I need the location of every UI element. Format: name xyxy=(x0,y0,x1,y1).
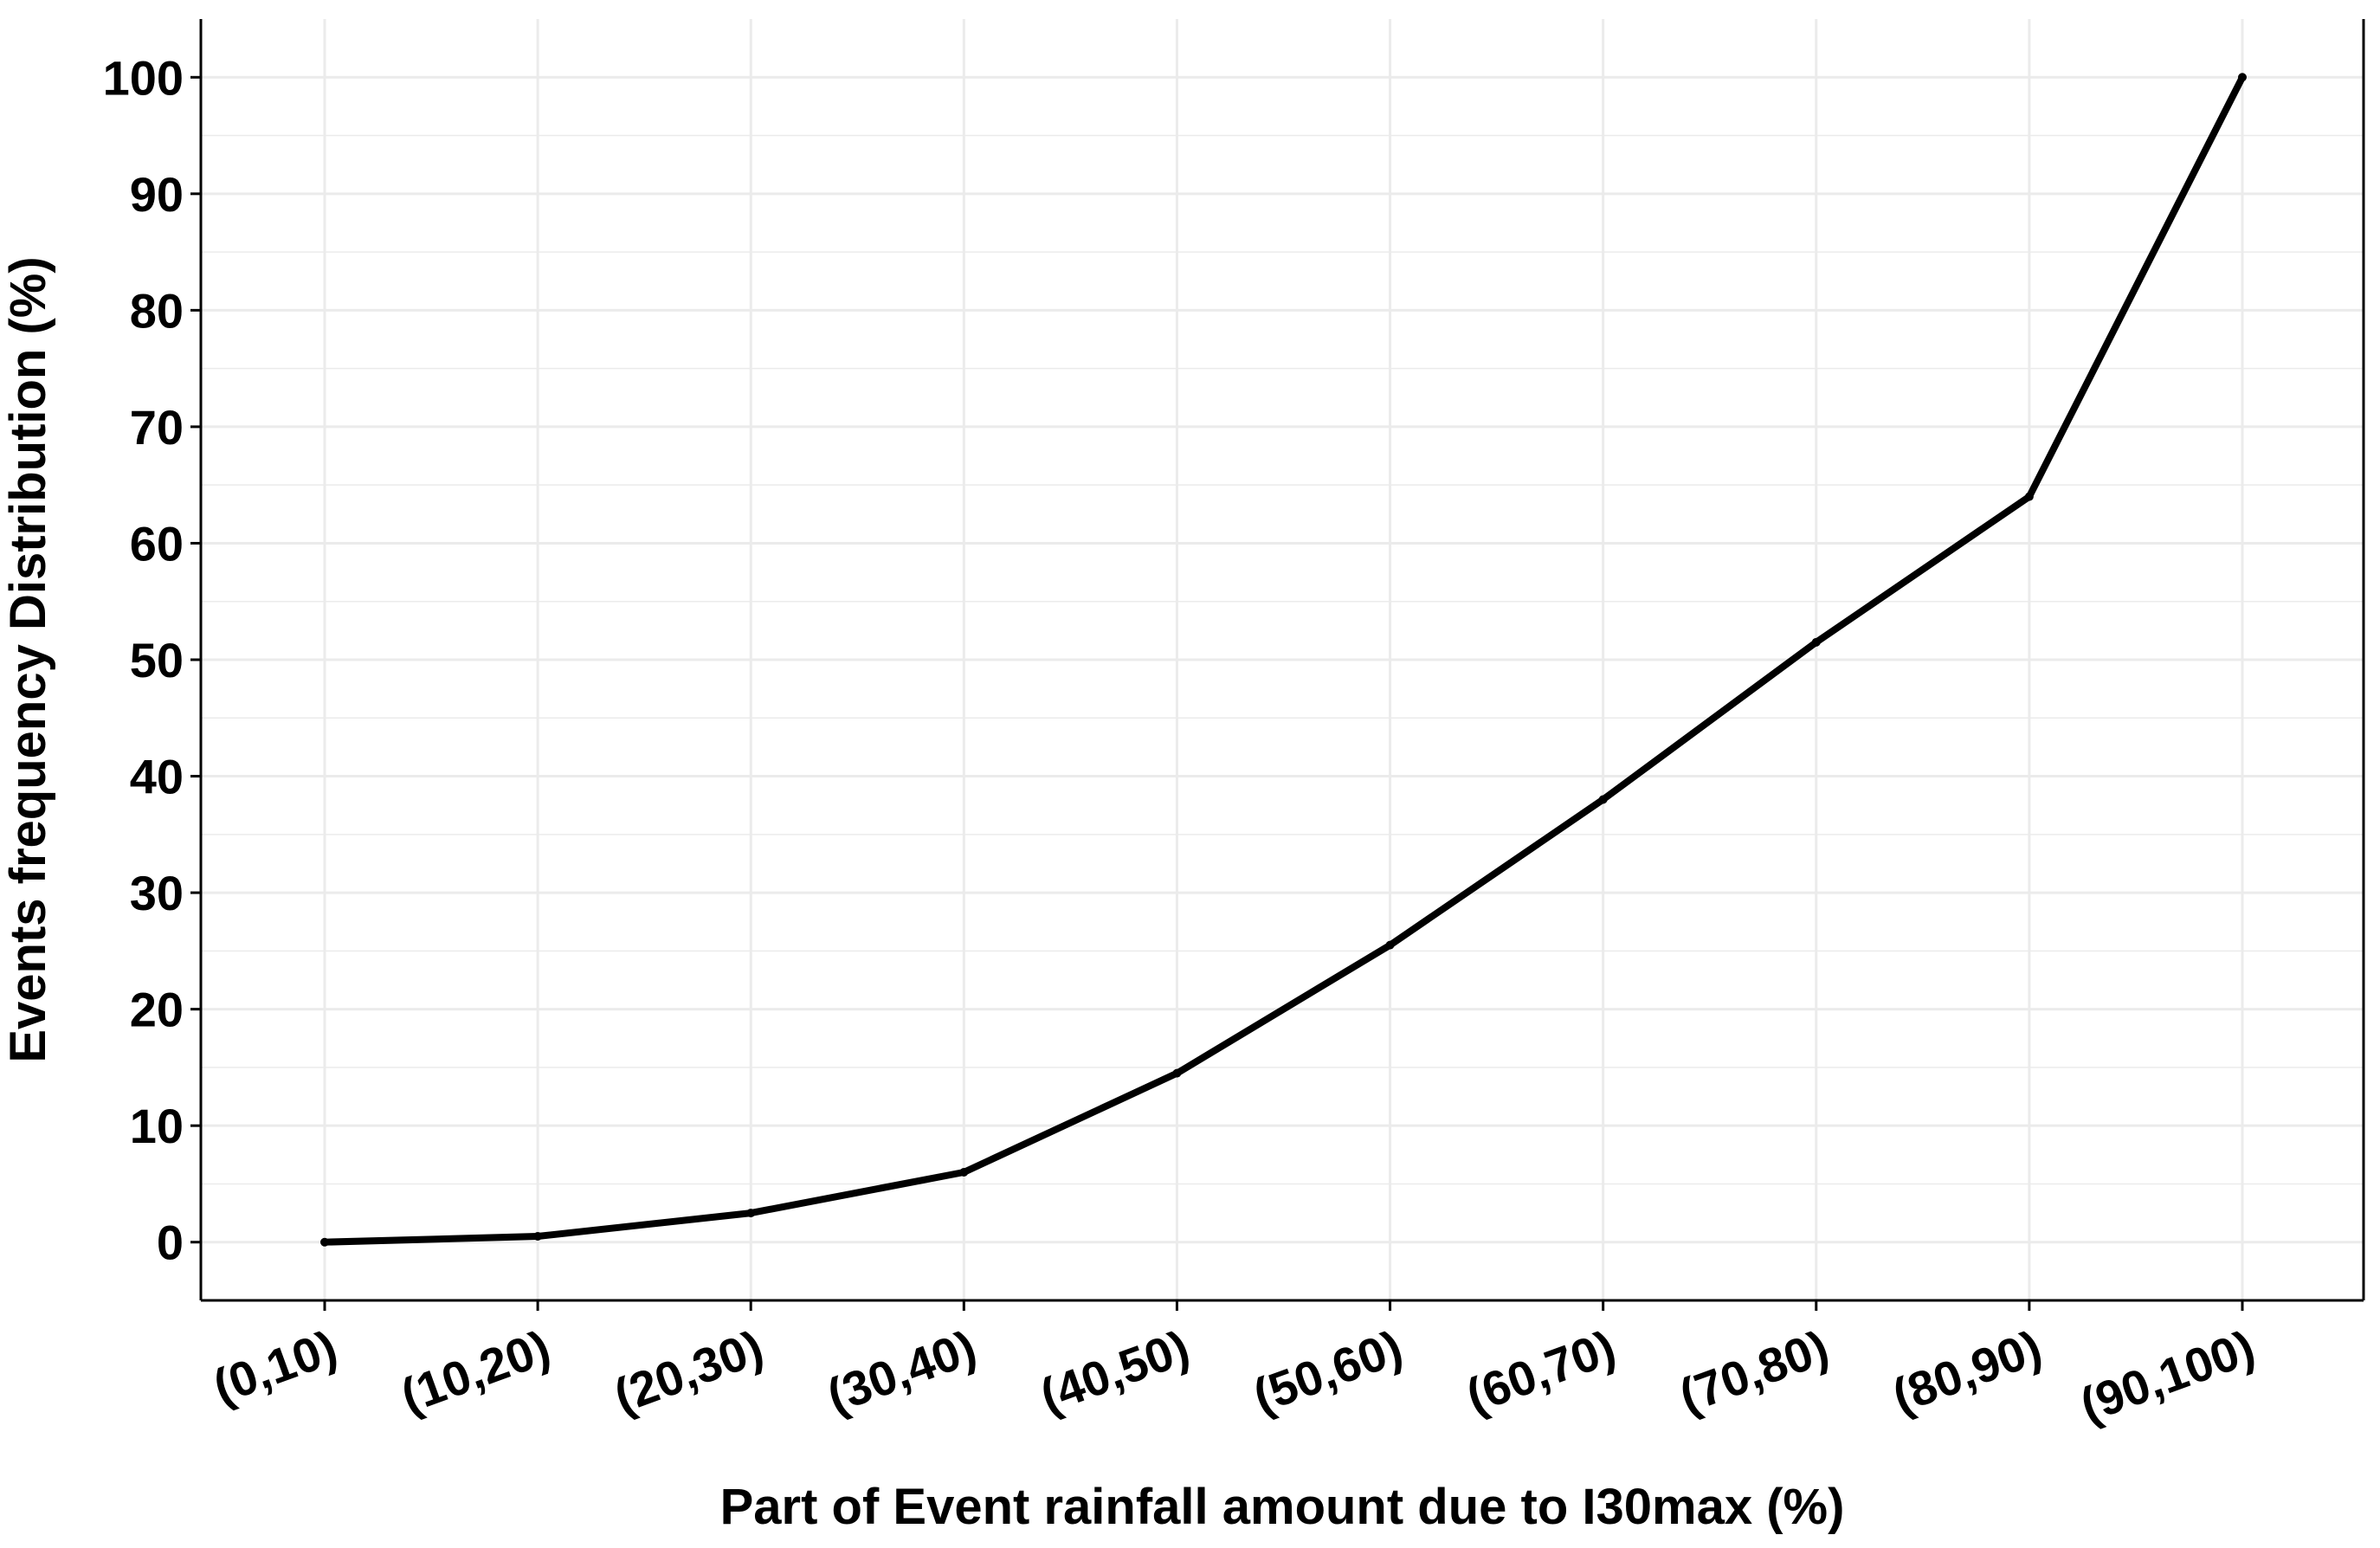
x-axis-title: Part of Event rainfall amount due to I30… xyxy=(720,1479,1845,1535)
data-point xyxy=(320,1237,329,1247)
data-point xyxy=(2238,73,2247,82)
data-point xyxy=(2024,492,2034,501)
y-axis-ticks: 0 10 20 30 40 50 60 70 80 90 100 xyxy=(103,50,201,1270)
x-tick-label: (20,30) xyxy=(607,1319,770,1423)
x-axis-ticks: (0,10) (10,20) (20,30) (30,40) (40,50) (50,60… xyxy=(206,1300,2261,1433)
data-point xyxy=(1598,795,1608,804)
y-tick-label: 20 xyxy=(130,983,184,1037)
x-tick-label: (50,60) xyxy=(1246,1319,1409,1423)
data-point xyxy=(1385,940,1395,950)
y-tick-label: 50 xyxy=(130,633,184,687)
y-tick-label: 70 xyxy=(130,400,184,455)
x-tick-label: (70,80) xyxy=(1673,1319,1835,1423)
x-tick-label: (10,20) xyxy=(394,1319,557,1423)
y-tick-label: 100 xyxy=(103,50,184,105)
y-tick-label: 30 xyxy=(130,866,184,920)
data-point xyxy=(1811,637,1821,647)
series-line xyxy=(321,74,2246,1246)
x-tick-label: (30,40) xyxy=(820,1319,983,1423)
y-tick-label: 90 xyxy=(130,167,184,222)
data-point xyxy=(959,1168,969,1177)
x-tick-label: (40,50) xyxy=(1033,1319,1196,1423)
y-tick-label: 60 xyxy=(130,516,184,571)
x-tick-label: (90,100) xyxy=(2074,1319,2262,1433)
data-point xyxy=(1172,1068,1182,1078)
y-tick-label: 0 xyxy=(157,1216,184,1270)
y-tick-label: 10 xyxy=(130,1099,184,1153)
y-tick-label: 40 xyxy=(130,750,184,804)
grid-lines xyxy=(201,19,2364,1300)
x-tick-label: (0,10) xyxy=(206,1319,344,1414)
x-tick-label: (60,70) xyxy=(1459,1319,1622,1423)
data-point xyxy=(533,1232,543,1241)
y-axis-title: Events frequency Distribution (%) xyxy=(0,256,56,1062)
y-tick-label: 80 xyxy=(130,283,184,338)
data-point xyxy=(746,1209,756,1218)
x-tick-label: (80,90) xyxy=(1886,1319,2048,1423)
series-layer xyxy=(320,73,2247,1247)
